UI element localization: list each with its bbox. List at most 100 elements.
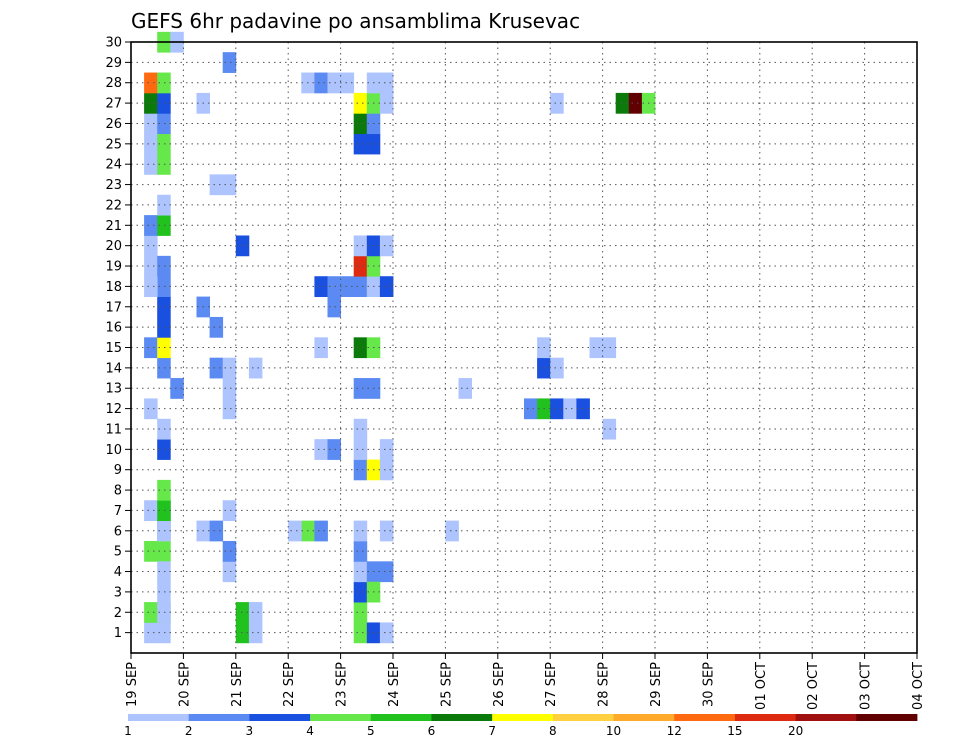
heatmap-cell-60 xyxy=(209,357,224,379)
y-tick-label-27: 27 xyxy=(105,97,122,112)
heatmap-cell-13 xyxy=(157,561,171,583)
heatmap-cell-12 xyxy=(157,581,171,603)
heatmap-cell-37 xyxy=(157,276,171,297)
heatmap-cell-1 xyxy=(144,602,158,623)
y-tick-label-16: 16 xyxy=(105,321,122,336)
heatmap-cell-84 xyxy=(353,581,368,603)
x-tick-label-6: 25 SEP xyxy=(439,662,454,707)
heatmap-cell-64 xyxy=(209,174,224,196)
colorbar-label-2: 2 xyxy=(185,724,193,738)
heatmap-cell-122 xyxy=(550,398,564,420)
heatmap-cell-100 xyxy=(353,235,368,257)
heatmap-cell-79 xyxy=(327,296,341,318)
colorbar-segment-3 xyxy=(310,714,372,721)
heatmap-cell-86 xyxy=(353,540,368,562)
y-tick-label-11: 11 xyxy=(105,422,122,437)
colorbar-segment-4 xyxy=(370,714,432,721)
heatmap-cell-129 xyxy=(589,337,603,359)
heatmap-cell-109 xyxy=(379,622,394,644)
heatmap-cell-10 xyxy=(144,540,158,562)
colorbar: 1 2 3 4 5 6 7 8 10 12 15 20 xyxy=(124,714,918,738)
heatmap-cell-81 xyxy=(353,622,368,644)
heatmap-cell-118 xyxy=(379,72,394,94)
y-tick-label-1: 1 xyxy=(114,626,122,641)
x-tick-label-10: 29 SEP xyxy=(649,662,664,707)
heatmap-cell-75 xyxy=(327,439,341,460)
colorbar-label-8: 8 xyxy=(549,724,557,738)
x-tick-label-15: 04 OCT xyxy=(911,662,926,710)
heatmap-cell-72 xyxy=(327,72,341,94)
y-tick-label-26: 26 xyxy=(105,117,122,132)
grid-lines xyxy=(131,41,917,653)
colorbar-segment-9 xyxy=(674,714,736,721)
heatmap-cell-7 xyxy=(235,602,250,623)
colorbar-segment-10 xyxy=(734,714,797,721)
colorbar-label-6: 6 xyxy=(428,724,436,738)
x-tick-label-7: 26 SEP xyxy=(492,662,507,707)
colorbar-segment-2 xyxy=(249,714,311,721)
heatmap-cell-83 xyxy=(353,602,368,623)
heatmap-cells xyxy=(144,31,656,644)
heatmap-cell-131 xyxy=(602,418,617,440)
heatmap-cell-90 xyxy=(353,439,368,460)
heatmap-cell-49 xyxy=(144,113,158,135)
y-tick-label-14: 14 xyxy=(105,361,122,376)
heatmap-cell-66 xyxy=(222,52,237,73)
heatmap-cell-78 xyxy=(327,276,341,297)
heatmap-cell-133 xyxy=(628,92,643,114)
y-tick-label-30: 30 xyxy=(105,36,122,51)
x-tick-label-14: 03 OCT xyxy=(859,662,874,710)
colorbar-segment-7 xyxy=(552,714,614,721)
heatmap-cell-91 xyxy=(353,418,368,440)
heatmap-cell-11 xyxy=(157,540,171,562)
y-tick-label-28: 28 xyxy=(105,76,122,91)
colorbar-segment-6 xyxy=(492,714,554,721)
heatmap-cell-39 xyxy=(144,255,158,277)
heatmap-cell-9 xyxy=(248,602,263,623)
y-tick-label-2: 2 xyxy=(114,606,122,621)
heatmap-cell-34 xyxy=(157,337,171,359)
heatmap-cell-52 xyxy=(157,92,171,114)
y-tick-label-5: 5 xyxy=(114,545,122,560)
x-tick-label-11: 30 SEP xyxy=(701,662,716,707)
heatmap-cell-110 xyxy=(379,561,394,583)
colorbar-segment-1 xyxy=(188,714,250,721)
heatmap-cell-0 xyxy=(144,622,158,644)
heatmap-cell-85 xyxy=(353,561,368,583)
y-tick-label-4: 4 xyxy=(114,565,122,580)
y-tick-label-15: 15 xyxy=(105,341,122,356)
y-tick-label-23: 23 xyxy=(105,178,122,193)
heatmap-cell-16 xyxy=(144,500,158,522)
y-tick-label-8: 8 xyxy=(114,484,122,499)
heatmap-cell-2 xyxy=(157,622,171,644)
heatmap-cell-18 xyxy=(157,479,171,501)
heatmap-cell-24 xyxy=(445,520,459,542)
y-tick-label-18: 18 xyxy=(105,280,122,295)
heatmap-cell-119 xyxy=(458,378,472,399)
heatmap-cell-28 xyxy=(157,439,171,460)
y-tick-label-24: 24 xyxy=(105,158,122,173)
heatmap-cell-6 xyxy=(235,622,250,644)
x-tick-label-4: 23 SEP xyxy=(335,662,350,707)
heatmap-cell-46 xyxy=(157,154,171,175)
heatmap-cell-53 xyxy=(144,72,158,94)
heatmap-cell-41 xyxy=(144,235,158,257)
heatmap-cell-44 xyxy=(157,194,171,216)
heatmap-cell-61 xyxy=(222,398,237,420)
x-tick-label-3: 22 SEP xyxy=(282,662,297,707)
y-tick-label-3: 3 xyxy=(114,585,122,600)
x-tick-label-2: 21 SEP xyxy=(230,662,245,707)
heatmap-cell-87 xyxy=(353,520,368,542)
colorbar-label-20: 20 xyxy=(788,724,803,738)
heatmap-cell-68 xyxy=(248,357,263,379)
colorbar-label-4: 4 xyxy=(306,724,314,738)
x-tick-label-5: 24 SEP xyxy=(387,662,402,707)
heatmap-cell-67 xyxy=(235,235,250,257)
heatmap-cell-115 xyxy=(379,276,394,297)
heatmap-cell-59 xyxy=(209,316,224,338)
heatmap-cell-77 xyxy=(314,276,328,297)
colorbar-label-7: 7 xyxy=(488,724,496,738)
heatmap-cell-29 xyxy=(157,418,171,440)
y-tick-label-6: 6 xyxy=(114,524,122,539)
heatmap-cell-17 xyxy=(157,500,171,522)
